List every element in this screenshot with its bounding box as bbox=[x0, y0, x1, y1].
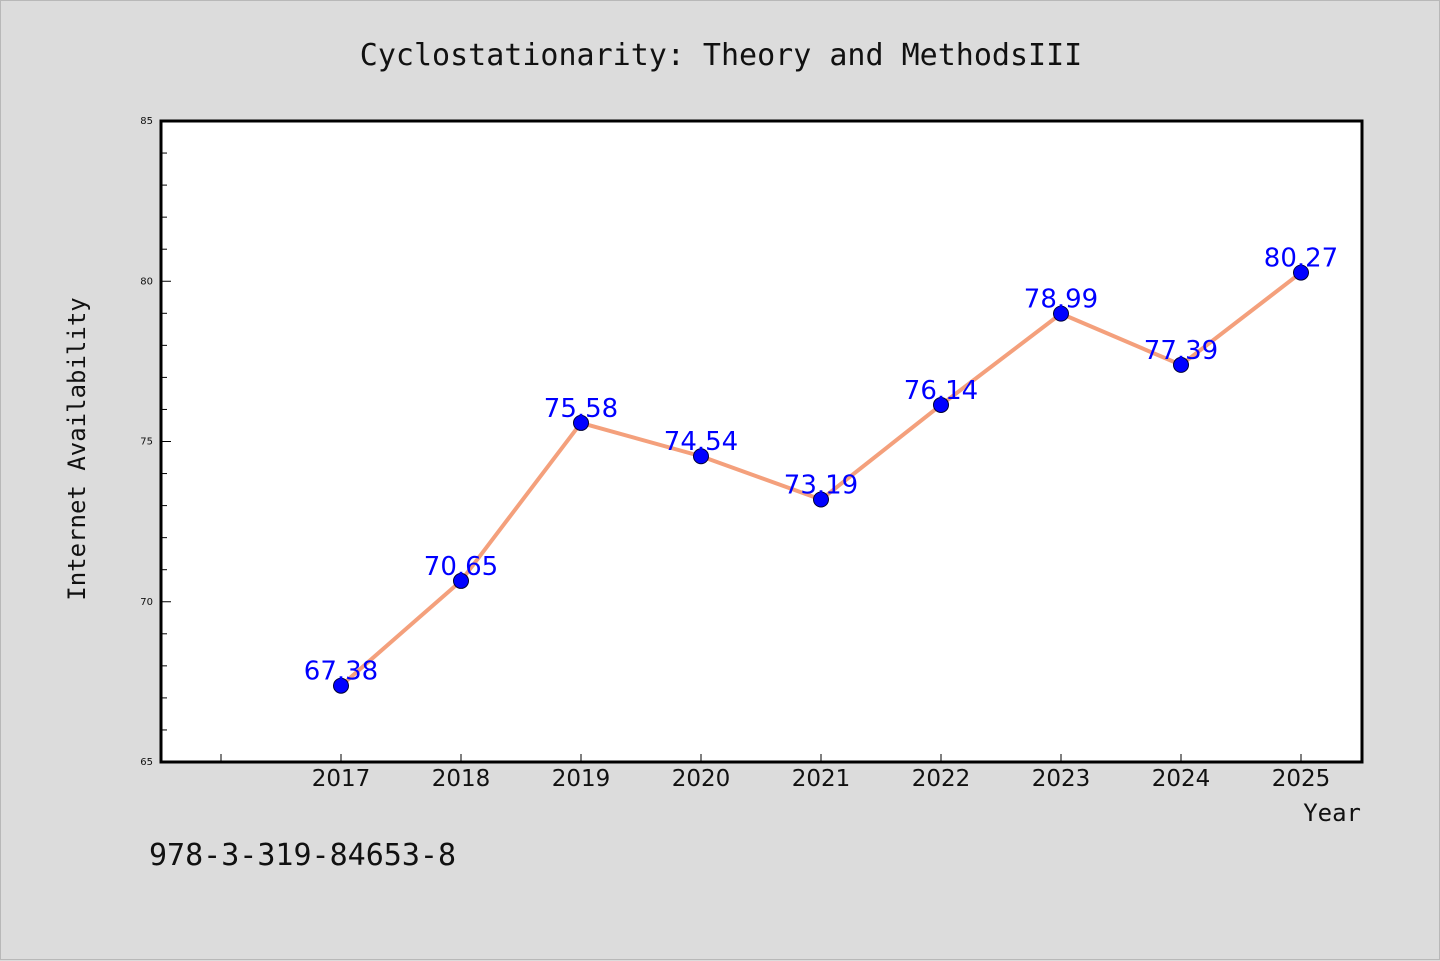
y-tick-label: 75 bbox=[140, 437, 153, 448]
x-tick-label: 2024 bbox=[1152, 766, 1211, 792]
data-point bbox=[1173, 356, 1189, 373]
y-tick-label: 80 bbox=[140, 276, 153, 287]
x-axis-label: Year bbox=[1303, 799, 1361, 827]
x-tick-label: 2025 bbox=[1272, 766, 1331, 792]
y-tick-label: 85 bbox=[140, 116, 153, 127]
isbn-text: 978-3-319-84653-8 bbox=[149, 838, 456, 873]
data-point bbox=[333, 677, 349, 694]
data-point bbox=[1293, 264, 1309, 281]
x-tick-label: 2017 bbox=[312, 766, 371, 792]
x-tick-label: 2020 bbox=[672, 766, 731, 792]
data-label: 75.58 bbox=[544, 394, 618, 424]
data-point bbox=[813, 491, 829, 508]
x-axis: 2017 2018 2019 2020 2021 2022 2023 2024 2025 bbox=[220, 754, 1331, 792]
data-label: 77.39 bbox=[1144, 336, 1218, 366]
x-tick-label: 2018 bbox=[432, 766, 491, 792]
x-tick-label: 2021 bbox=[792, 766, 851, 792]
data-label: 67.38 bbox=[304, 657, 378, 687]
y-axis-label: Internet Availability bbox=[63, 297, 91, 600]
data-label: 78.99 bbox=[1024, 285, 1098, 315]
data-label: 80.27 bbox=[1264, 244, 1338, 274]
x-tick-label: 2022 bbox=[912, 766, 971, 792]
y-tick-label: 70 bbox=[140, 597, 153, 608]
x-tick-label: 2019 bbox=[552, 766, 611, 792]
data-point bbox=[1053, 305, 1069, 322]
data-label: 73.19 bbox=[784, 471, 858, 501]
data-label: 76.14 bbox=[904, 376, 978, 406]
data-label: 74.54 bbox=[664, 427, 738, 457]
data-point bbox=[573, 414, 589, 431]
data-point bbox=[693, 448, 709, 465]
plot-frame bbox=[159, 119, 1364, 764]
chart-title: Cyclostationarity: Theory and MethodsIII bbox=[360, 38, 1082, 73]
data-labels: 67.38 70.65 75.58 74.54 73.19 76.14 78.99 77.39… bbox=[304, 244, 1338, 687]
data-label: 70.65 bbox=[424, 552, 498, 582]
y-tick-label: 65 bbox=[140, 757, 153, 768]
x-tick-label: 2023 bbox=[1032, 766, 1091, 792]
data-point bbox=[453, 572, 469, 589]
data-point bbox=[933, 396, 949, 413]
series-layer bbox=[333, 264, 1309, 694]
plot-area bbox=[161, 121, 1362, 762]
